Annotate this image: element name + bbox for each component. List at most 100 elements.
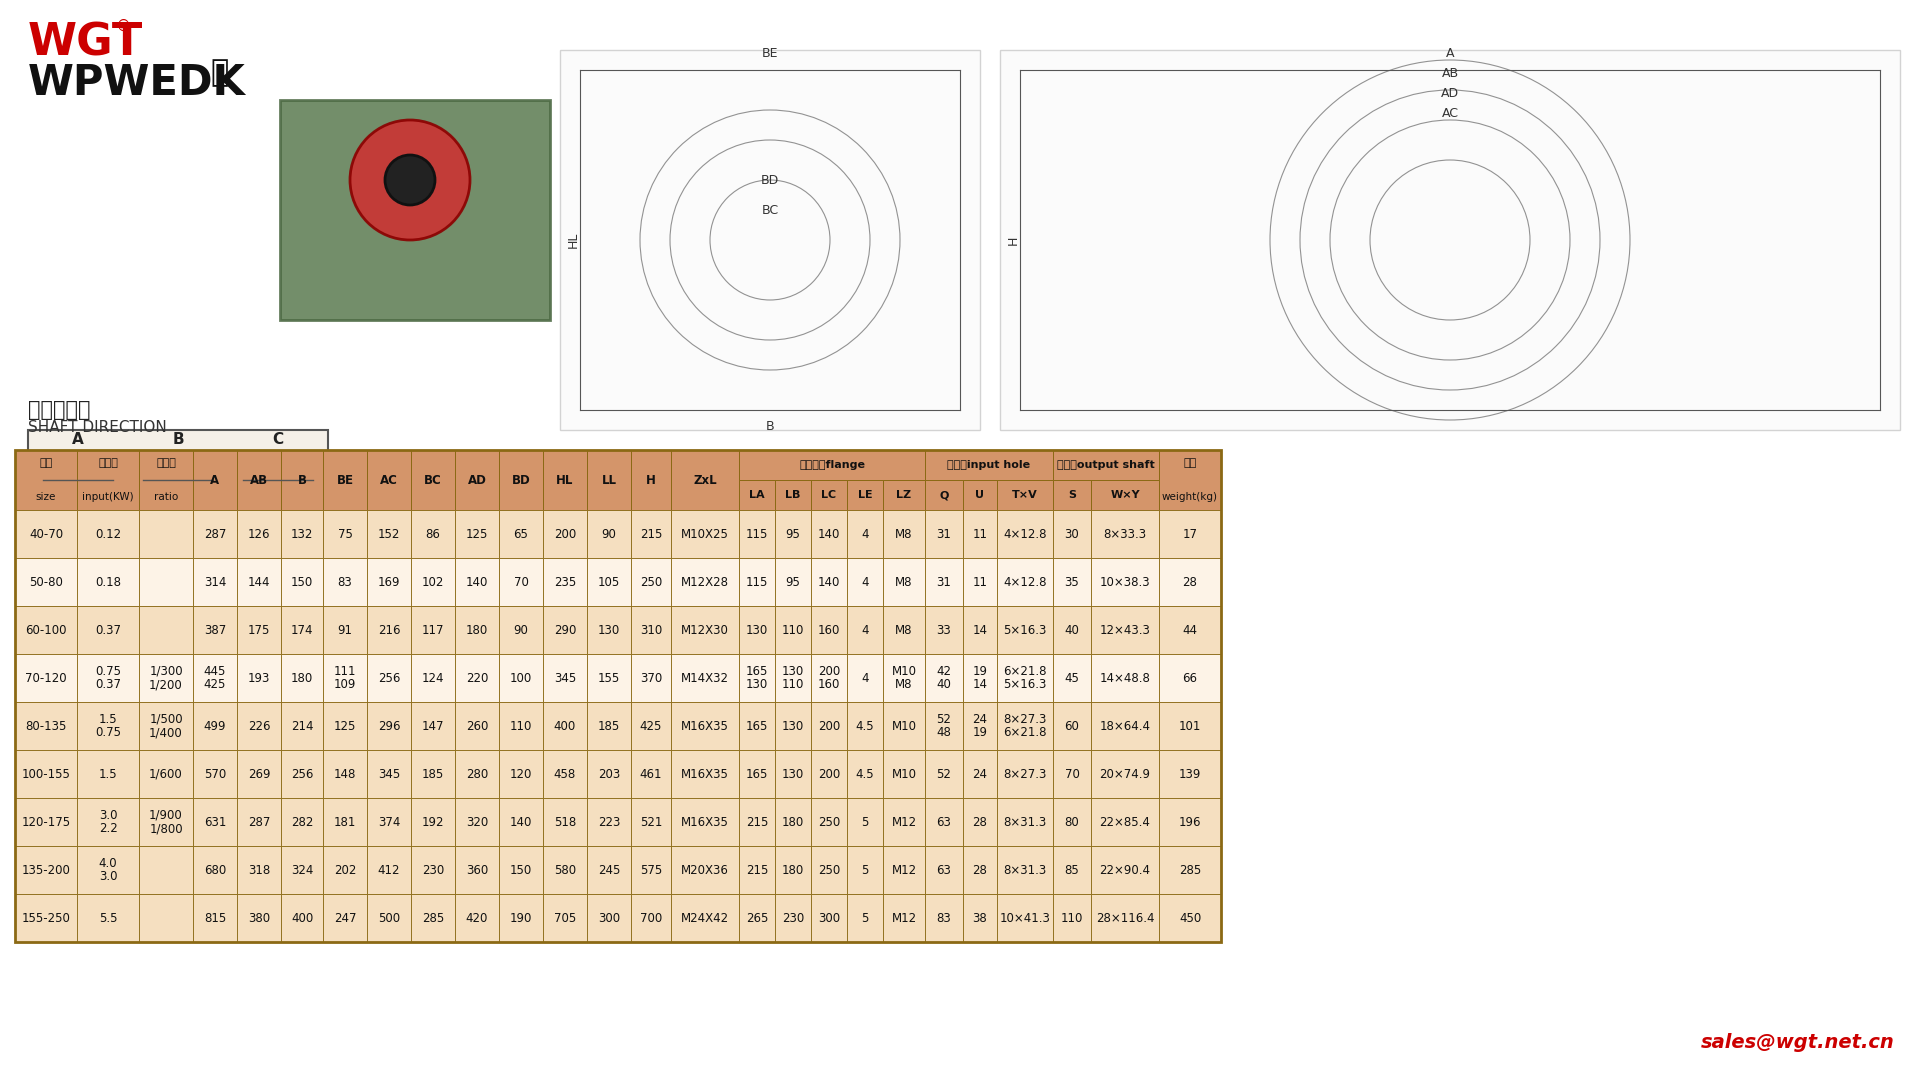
Bar	[1091, 654, 1160, 702]
Text: 101: 101	[1179, 719, 1202, 732]
Bar	[411, 510, 455, 558]
Bar	[925, 510, 964, 558]
Bar	[280, 702, 323, 750]
Text: 109: 109	[334, 678, 357, 691]
Text: 214: 214	[290, 719, 313, 732]
Bar	[588, 606, 632, 654]
Bar	[847, 846, 883, 894]
Bar	[883, 480, 925, 510]
Text: input(KW): input(KW)	[83, 491, 134, 501]
Bar	[776, 606, 810, 654]
Text: 680: 680	[204, 864, 227, 877]
Circle shape	[386, 156, 436, 205]
Bar	[847, 558, 883, 606]
Text: 230: 230	[781, 912, 804, 924]
Text: LE: LE	[858, 490, 872, 500]
Bar	[280, 654, 323, 702]
Bar	[810, 846, 847, 894]
Text: 6×21.8: 6×21.8	[1004, 665, 1046, 678]
Text: 150: 150	[511, 864, 532, 877]
Bar	[925, 750, 964, 798]
Bar	[499, 654, 543, 702]
Bar	[1160, 702, 1221, 750]
Text: 5: 5	[862, 864, 868, 877]
Bar	[847, 750, 883, 798]
Text: BE: BE	[762, 48, 778, 60]
Text: 102: 102	[422, 576, 444, 589]
Bar	[138, 750, 194, 798]
Text: 140: 140	[818, 576, 841, 589]
Text: B: B	[766, 420, 774, 433]
Text: 4×12.8: 4×12.8	[1004, 576, 1046, 589]
Bar	[543, 750, 588, 798]
Text: 181: 181	[334, 815, 357, 828]
Bar	[367, 654, 411, 702]
Text: 300: 300	[597, 912, 620, 924]
Text: 518: 518	[553, 815, 576, 828]
Text: SHAFT DIRECTION: SHAFT DIRECTION	[29, 420, 167, 435]
Text: 86: 86	[426, 527, 440, 540]
Text: 4.0: 4.0	[98, 856, 117, 869]
Text: 17: 17	[1183, 527, 1198, 540]
Text: ZxL: ZxL	[693, 473, 716, 486]
Text: 190: 190	[511, 912, 532, 924]
Text: 轴指向表示: 轴指向表示	[29, 400, 90, 420]
Text: M12: M12	[891, 912, 916, 924]
Bar	[964, 798, 996, 846]
Bar	[964, 558, 996, 606]
Text: 5×16.3: 5×16.3	[1004, 623, 1046, 636]
Bar	[455, 510, 499, 558]
Bar	[138, 450, 194, 510]
Text: 48: 48	[937, 726, 952, 739]
Bar	[1052, 450, 1160, 480]
Text: LL: LL	[601, 473, 616, 486]
Text: AC: AC	[1442, 107, 1459, 120]
Bar	[323, 750, 367, 798]
Text: 70-120: 70-120	[25, 672, 67, 685]
Bar	[670, 510, 739, 558]
Text: 296: 296	[378, 719, 399, 732]
Text: 290: 290	[553, 623, 576, 636]
Text: BE: BE	[336, 473, 353, 486]
Bar	[194, 450, 236, 510]
Bar	[236, 798, 280, 846]
Bar	[15, 450, 77, 510]
Bar	[776, 480, 810, 510]
Bar	[670, 558, 739, 606]
Text: 5×16.3: 5×16.3	[1004, 678, 1046, 691]
Bar	[776, 846, 810, 894]
Text: 66: 66	[1183, 672, 1198, 685]
Text: 38: 38	[973, 912, 987, 924]
Text: 247: 247	[334, 912, 357, 924]
Bar	[367, 894, 411, 942]
Text: 83: 83	[937, 912, 952, 924]
Bar	[367, 798, 411, 846]
Text: M20X36: M20X36	[682, 864, 730, 877]
Text: 250: 250	[639, 576, 662, 589]
Text: WPWEDK: WPWEDK	[29, 62, 246, 104]
Text: 24: 24	[973, 768, 987, 781]
Bar	[632, 702, 670, 750]
Bar	[776, 558, 810, 606]
Bar	[1091, 846, 1160, 894]
Text: 374: 374	[378, 815, 399, 828]
Bar	[543, 702, 588, 750]
Bar	[15, 450, 1221, 942]
Text: 705: 705	[553, 912, 576, 924]
Bar	[77, 606, 138, 654]
Bar	[1091, 558, 1160, 606]
Text: 14: 14	[973, 623, 987, 636]
Text: M10: M10	[891, 719, 916, 732]
Bar	[925, 450, 1052, 480]
Text: 130: 130	[781, 768, 804, 781]
Text: 1/500: 1/500	[150, 713, 182, 726]
Bar	[543, 510, 588, 558]
Bar	[411, 846, 455, 894]
Bar	[739, 480, 776, 510]
Text: 580: 580	[555, 864, 576, 877]
Text: 63: 63	[937, 815, 952, 828]
Bar	[323, 558, 367, 606]
Text: AB: AB	[1442, 67, 1459, 80]
Bar	[1052, 702, 1091, 750]
Bar	[670, 606, 739, 654]
